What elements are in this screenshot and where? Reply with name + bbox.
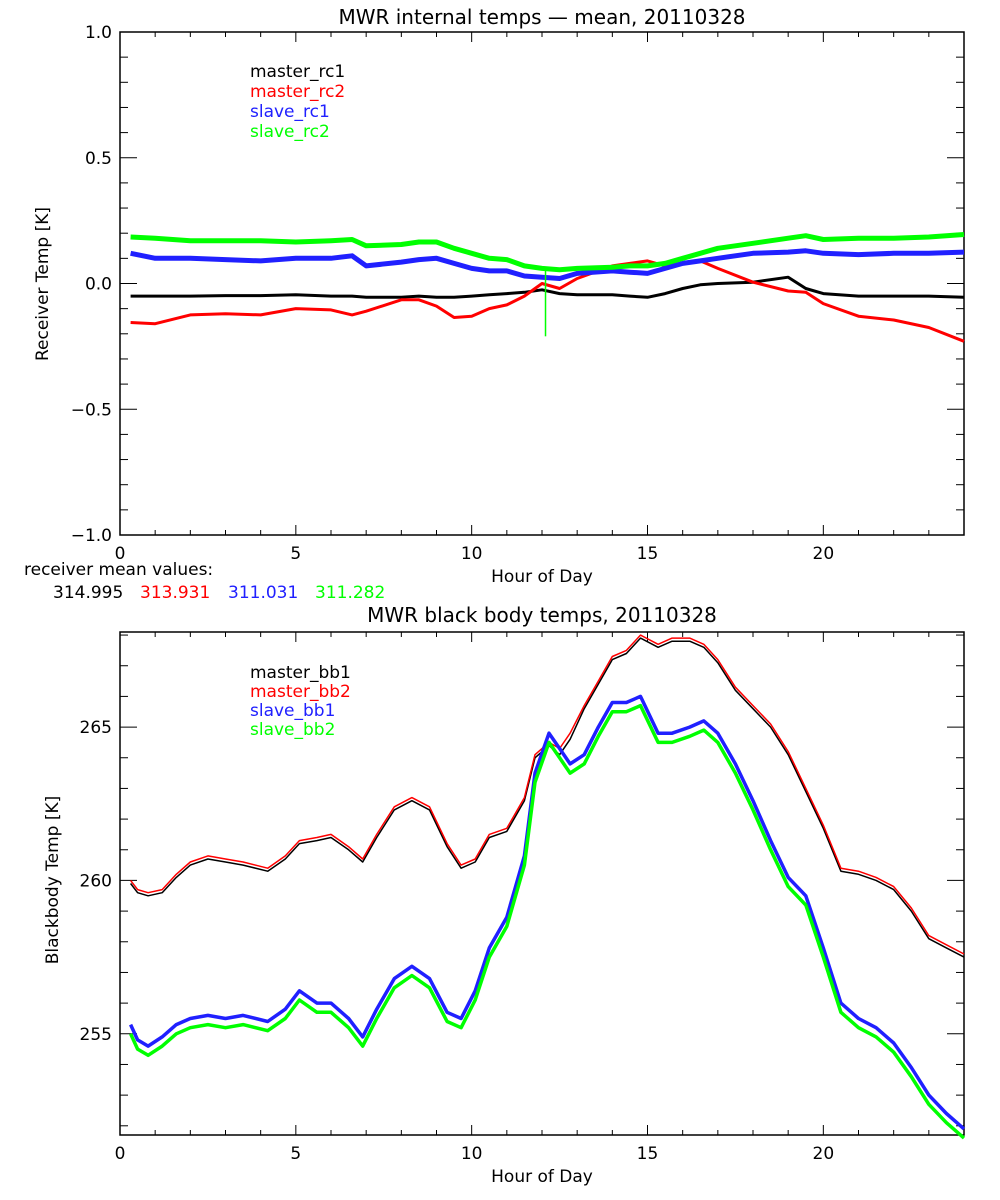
x-tick-label: 0	[115, 544, 126, 564]
axis-ticks: 0 5 10 15 20 255 260 265	[80, 632, 965, 1164]
series-line-slave-rc2	[130, 232, 965, 273]
y-tick-label: −1.0	[71, 526, 112, 546]
x-tick-label: 10	[461, 544, 483, 564]
x-tick-label: 5	[290, 544, 301, 564]
y-axis-label: Blackbody Temp [K]	[43, 796, 63, 965]
receiver-temp-chart: MWR internal temps — mean, 20110328 0 5 10…	[24, 5, 965, 603]
mean-values: 314.995 313.931 311.031 311.282	[53, 583, 385, 603]
blackbody-temp-chart: MWR black body temps, 20110328 0 5 10 15 20 2…	[43, 603, 966, 1187]
legend-entry-slave-rc1: slave_rc1	[250, 102, 330, 122]
legend-entry-master-rc1: master_rc1	[250, 62, 345, 82]
legend-entry-slave-bb2: slave_bb2	[250, 720, 335, 740]
y-tick-label: 255	[80, 1025, 112, 1045]
mean-values-label: receiver mean values:	[24, 560, 213, 580]
series-line-master-rc1	[130, 275, 965, 299]
series-line-slave-rc1	[130, 248, 965, 281]
x-tick-label: 15	[637, 544, 659, 564]
y-tick-label: 1.0	[85, 23, 112, 43]
x-tick-label: 10	[461, 1144, 483, 1164]
x-tick-label: 20	[813, 544, 835, 564]
mean-value: 311.282	[315, 583, 385, 603]
x-tick-label: 0	[115, 1144, 126, 1164]
series-line-slave-bb1	[129, 694, 966, 1131]
series-lines	[130, 232, 965, 343]
y-tick-label: −0.5	[71, 400, 112, 420]
y-tick-label: 0.0	[85, 275, 112, 295]
x-axis-label: Hour of Day	[491, 567, 593, 587]
y-axis-label: Receiver Temp [K]	[33, 207, 53, 361]
series-line-master-rc2	[130, 259, 965, 343]
chart-title: MWR black body temps, 20110328	[367, 603, 717, 627]
x-axis-label: Hour of Day	[491, 1167, 593, 1187]
legend-entry-master-bb1: master_bb1	[250, 663, 351, 683]
x-tick-label: 15	[637, 1144, 659, 1164]
legend-entry-slave-rc2: slave_rc2	[250, 122, 330, 142]
axis-ticks: 0 5 10 15 20 −1.0 −0.5 0.0 0.5 1.0	[71, 23, 965, 564]
x-tick-label: 5	[290, 1144, 301, 1164]
y-tick-label: 265	[80, 718, 112, 738]
chart-title: MWR internal temps — mean, 20110328	[338, 5, 745, 29]
series-lines	[129, 634, 966, 1140]
mean-value: 314.995	[53, 583, 123, 603]
legend-entry-master-bb2: master_bb2	[250, 682, 351, 702]
y-tick-label: 0.5	[85, 149, 112, 169]
mean-value: 313.931	[140, 583, 210, 603]
legend-entry-master-rc2: master_rc2	[250, 82, 345, 102]
mean-value: 311.031	[228, 583, 298, 603]
plot-frame	[119, 631, 965, 1136]
y-tick-label: 260	[80, 871, 112, 891]
legend-entry-slave-bb1: slave_bb1	[250, 701, 335, 721]
series-line-slave-bb2	[129, 703, 966, 1140]
x-tick-label: 20	[813, 1144, 835, 1164]
